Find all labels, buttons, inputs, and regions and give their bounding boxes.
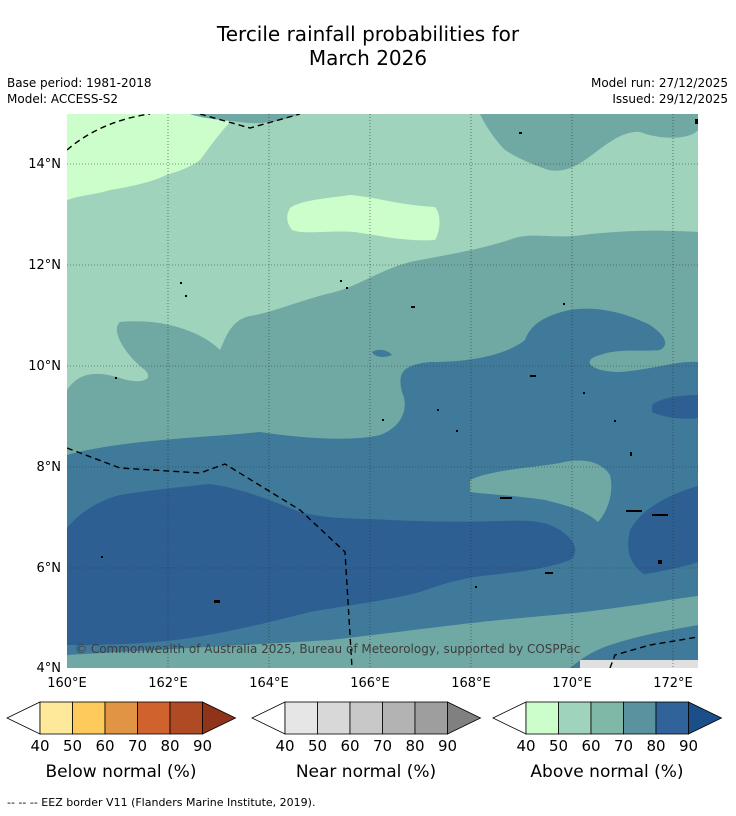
colorbar-tick-label: 90 bbox=[193, 737, 212, 755]
colorbar-tick-label: 80 bbox=[646, 737, 665, 755]
band-70-80-small bbox=[372, 349, 392, 357]
lon-label: 166°E bbox=[350, 676, 390, 691]
colorbar-tick-label: 90 bbox=[438, 737, 457, 755]
colorbar-segment bbox=[349, 701, 383, 735]
below-normal-colorbar: 40 50 60 70 80 90 bbox=[6, 701, 237, 755]
colorbar-tick-label: 40 bbox=[30, 737, 49, 755]
colorbar-tick-label: 50 bbox=[308, 737, 327, 755]
band-80-90-east bbox=[652, 395, 698, 419]
lon-label: 162°E bbox=[148, 676, 188, 691]
near-normal-patch bbox=[580, 660, 698, 668]
colorbar-extend-low bbox=[251, 701, 286, 735]
lat-label: 4°N bbox=[37, 661, 62, 676]
colorbar-tick-label: 50 bbox=[63, 737, 82, 755]
eez-footnote: -- -- -- EEZ border V11 (Flanders Marine… bbox=[7, 796, 316, 809]
lon-label: 168°E bbox=[451, 676, 491, 691]
colorbar-tick-label: 50 bbox=[549, 737, 568, 755]
lat-label: 12°N bbox=[28, 258, 61, 273]
colorbar-tick-label: 40 bbox=[275, 737, 294, 755]
colorbar-segment bbox=[317, 701, 351, 735]
colorbar-segment bbox=[590, 701, 624, 735]
base-period-label: Base period: 1981-2018 bbox=[7, 76, 152, 90]
lon-label: 172°E bbox=[653, 676, 693, 691]
lon-label: 160°E bbox=[47, 676, 87, 691]
meta-left: Base period: 1981-2018 Model: ACCESS-S2 bbox=[7, 75, 152, 107]
copyright-text: © Commonwealth of Australia 2025, Bureau… bbox=[75, 642, 580, 656]
longitude-labels: 160°E 162°E 164°E 166°E 168°E 170°E 172°… bbox=[47, 676, 693, 691]
colorbar-tick-label: 70 bbox=[128, 737, 147, 755]
colorbar-tick-label: 80 bbox=[405, 737, 424, 755]
colorbar-segment bbox=[414, 701, 448, 735]
colorbar-tick-label: 70 bbox=[373, 737, 392, 755]
colorbar-segment bbox=[137, 701, 171, 735]
colorbar-segment bbox=[558, 701, 592, 735]
colorbar-segment bbox=[72, 701, 106, 735]
colorbar-extend-high bbox=[447, 701, 482, 735]
colorbar-tick-label: 40 bbox=[516, 737, 535, 755]
band-80-90 bbox=[67, 484, 576, 645]
band-40-50-island bbox=[287, 195, 440, 241]
colorbar-tick-label: 60 bbox=[581, 737, 600, 755]
colorbar-tick-label: 90 bbox=[679, 737, 698, 755]
near-normal-colorbar: 40 50 60 70 80 90 bbox=[251, 701, 482, 755]
colorbar-extend-low bbox=[6, 701, 41, 735]
colorbar-tick-label: 70 bbox=[614, 737, 633, 755]
colorbar-tick-label: 60 bbox=[95, 737, 114, 755]
colorbar-segment bbox=[655, 701, 689, 735]
map-title: Tercile rainfall probabilities for March… bbox=[0, 22, 736, 70]
colorbar-segment bbox=[104, 701, 138, 735]
band-40-50-nw bbox=[67, 114, 240, 200]
lat-label: 6°N bbox=[37, 561, 62, 576]
eez-border bbox=[67, 114, 698, 668]
colorbar-extend-high bbox=[202, 701, 237, 735]
lat-label: 8°N bbox=[37, 460, 62, 475]
colorbar-segment bbox=[169, 701, 203, 735]
graticule bbox=[67, 114, 698, 668]
colorbar-extend-high bbox=[688, 701, 723, 735]
title-line-2: March 2026 bbox=[308, 46, 428, 70]
band-60-70-ne bbox=[480, 114, 698, 171]
below-normal-title: Below normal (%) bbox=[45, 762, 197, 782]
meta-right: Model run: 27/12/2025 Issued: 29/12/2025 bbox=[591, 75, 728, 107]
near-normal-title: Near normal (%) bbox=[295, 762, 437, 782]
colorbar-segment bbox=[284, 701, 318, 735]
model-label: Model: ACCESS-S2 bbox=[7, 92, 119, 106]
model-run-label: Model run: 27/12/2025 bbox=[590, 76, 728, 90]
lat-label: 10°N bbox=[28, 359, 61, 374]
lon-label: 164°E bbox=[249, 676, 289, 691]
colorbar-segment bbox=[525, 701, 559, 735]
above-normal-title: Above normal (%) bbox=[530, 762, 684, 782]
probability-fields: © Commonwealth of Australia 2025, Bureau… bbox=[67, 114, 698, 668]
band-70-80-se bbox=[581, 562, 698, 612]
colorbar-segment bbox=[382, 701, 416, 735]
colorbar-tick-label: 80 bbox=[160, 737, 179, 755]
colorbar-legends: 40 50 60 70 80 90 40 50 60 70 80 90 40 50 60 70 80 90 bbox=[6, 701, 723, 755]
title-line-1: Tercile rainfall probabilities for bbox=[216, 22, 520, 46]
colorbar-segment bbox=[39, 701, 73, 735]
band-60-70-n bbox=[190, 114, 300, 124]
colorbar-tick-label: 60 bbox=[340, 737, 359, 755]
lat-label: 14°N bbox=[28, 157, 61, 172]
above-normal-colorbar: 40 50 60 70 80 90 bbox=[492, 701, 723, 755]
band-60-70-intrusion bbox=[470, 460, 612, 522]
lon-label: 170°E bbox=[552, 676, 592, 691]
issued-label: Issued: 29/12/2025 bbox=[612, 92, 728, 106]
islands bbox=[101, 119, 698, 603]
band-80-90-se bbox=[628, 486, 698, 593]
colorbar-segment bbox=[623, 701, 657, 735]
latitude-labels: 14°N 12°N 10°N 8°N 6°N 4°N bbox=[28, 157, 61, 676]
band-60-70-south bbox=[67, 596, 698, 668]
colorbar-extend-low bbox=[492, 701, 527, 735]
